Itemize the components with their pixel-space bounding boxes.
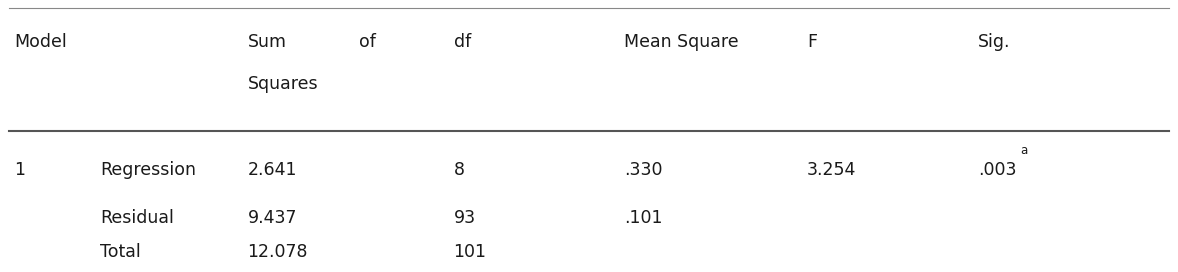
Text: 12.078: 12.078 <box>247 243 307 261</box>
Text: Sum: Sum <box>247 33 286 51</box>
Text: Total: Total <box>100 243 141 261</box>
Text: 2.641: 2.641 <box>247 161 297 179</box>
Text: of: of <box>359 33 376 51</box>
Text: F: F <box>807 33 816 51</box>
Text: df: df <box>454 33 471 51</box>
Text: .101: .101 <box>624 209 663 227</box>
Text: 1: 1 <box>14 161 25 179</box>
Text: Squares: Squares <box>247 75 318 93</box>
Text: Mean Square: Mean Square <box>624 33 739 51</box>
Text: 3.254: 3.254 <box>807 161 856 179</box>
Text: Residual: Residual <box>100 209 174 227</box>
Text: Model: Model <box>14 33 67 51</box>
Text: 8: 8 <box>454 161 464 179</box>
Text: 101: 101 <box>454 243 487 261</box>
Text: .330: .330 <box>624 161 663 179</box>
Text: 93: 93 <box>454 209 476 227</box>
Text: Regression: Regression <box>100 161 196 179</box>
Text: .003: .003 <box>978 161 1017 179</box>
Text: 9.437: 9.437 <box>247 209 297 227</box>
Text: Sig.: Sig. <box>978 33 1011 51</box>
Text: a: a <box>1020 144 1027 157</box>
